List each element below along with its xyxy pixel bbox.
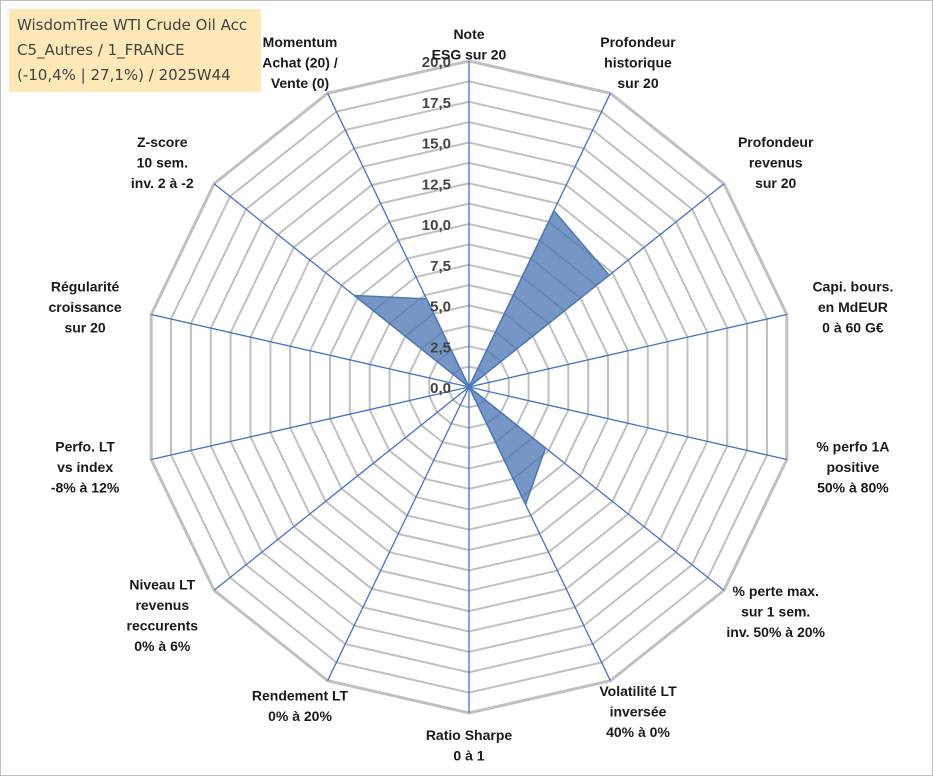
tick-labels: 0,0 2,5 5,0 7,5 10,0 12,5 15,0 17,5 20,0 bbox=[422, 54, 451, 397]
axis-label-line: Volatilité LT bbox=[599, 683, 677, 699]
axis-label-line: Profondeur bbox=[738, 134, 814, 150]
title-box: WisdomTree WTI Crude Oil Acc C5_Autres /… bbox=[9, 9, 261, 92]
axis-label-line: en MdEUR bbox=[818, 299, 888, 315]
axis-label-line: 0% à 20% bbox=[268, 708, 332, 724]
axis-label-line: revenus bbox=[749, 155, 803, 171]
chart-subtitle-category: C5_Autres / 1_FRANCE bbox=[17, 41, 185, 59]
axis-label: Momentum Achat (20) / Vente (0) bbox=[262, 34, 338, 91]
axis-label-line: inv. 50% à 20% bbox=[726, 624, 825, 640]
axis-label-line: sur 20 bbox=[64, 319, 105, 335]
series-area bbox=[353, 210, 610, 506]
tick-label: 0,0 bbox=[430, 380, 451, 397]
axis-label-line: historique bbox=[604, 55, 672, 71]
axis-label-line: Achat (20) / bbox=[262, 55, 338, 71]
axis-label-line: Vente (0) bbox=[271, 75, 329, 91]
axis-label-line: 0 à 1 bbox=[453, 748, 484, 764]
chart-title: WisdomTree WTI Crude Oil Acc bbox=[17, 16, 248, 34]
axis-label: % perte max. sur 1 sem. inv. 50% à 20% bbox=[726, 583, 825, 640]
axis-label: Profondeur historique sur 20 bbox=[600, 34, 676, 91]
axis-label-line: sur 20 bbox=[617, 75, 658, 91]
axis-label-line: % perfo 1A bbox=[816, 439, 889, 455]
axis-spoke bbox=[213, 386, 470, 591]
axis-label-line: 0 à 60 G€ bbox=[822, 319, 884, 335]
axis-label-line: Niveau LT bbox=[129, 576, 195, 592]
axis-label-line: Momentum bbox=[263, 34, 338, 50]
axis-label-line: ESG sur 20 bbox=[432, 46, 507, 62]
axis-label-line: Régularité bbox=[51, 278, 120, 294]
tick-label: 5,0 bbox=[430, 299, 451, 316]
tick-label: 17,5 bbox=[422, 95, 451, 112]
axis-label-line: 0% à 6% bbox=[134, 638, 191, 654]
axis-label: Ratio Sharpe 0 à 1 bbox=[426, 727, 513, 764]
tick-label: 20,0 bbox=[422, 54, 451, 71]
axis-spoke bbox=[468, 386, 787, 461]
axis-spoke bbox=[151, 313, 470, 388]
axis-label-line: croissance bbox=[49, 299, 122, 315]
axis-label-line: Rendement LT bbox=[252, 688, 349, 704]
tick-label: 10,0 bbox=[422, 217, 451, 234]
tick-label: 12,5 bbox=[422, 176, 451, 193]
axis-label-line: 40% à 0% bbox=[606, 724, 670, 740]
axis-label-line: -8% à 12% bbox=[51, 480, 120, 496]
axis-labels: Note ESG sur 20 Profondeur historique sur 20… bbox=[49, 26, 894, 764]
axis-label: % perfo 1A positive 50% à 80% bbox=[816, 439, 889, 496]
axis-label-line: inv. 2 à -2 bbox=[131, 175, 194, 191]
axis-label-line: reccurents bbox=[127, 617, 199, 633]
chart-subtitle-range-week: (-10,4% | 27,1%) / 2025W44 bbox=[17, 66, 231, 84]
axis-label: Z-score 10 sem. inv. 2 à -2 bbox=[131, 134, 194, 191]
axis-label-line: Capi. bours. bbox=[812, 278, 893, 294]
axis-label: Régularité croissance sur 20 bbox=[49, 278, 122, 335]
axis-label-line: Ratio Sharpe bbox=[426, 727, 513, 743]
axis-label-line: 10 sem. bbox=[137, 155, 188, 171]
axis-label: Perfo. LT vs index -8% à 12% bbox=[51, 439, 120, 496]
axis-label-line: Profondeur bbox=[600, 34, 676, 50]
axis-spoke bbox=[151, 386, 470, 461]
tick-label: 7,5 bbox=[430, 258, 451, 275]
series-layer bbox=[353, 210, 610, 506]
axis-label-line: 50% à 80% bbox=[817, 480, 889, 496]
axis-label: Profondeur revenus sur 20 bbox=[738, 134, 814, 191]
axis-label: Capi. bours. en MdEUR 0 à 60 G€ bbox=[812, 278, 893, 335]
axis-label: Volatilité LT inversée 40% à 0% bbox=[599, 683, 677, 740]
axis-label: Note ESG sur 20 bbox=[432, 26, 507, 63]
axis-spoke bbox=[468, 313, 787, 388]
axis-label-line: sur 1 sem. bbox=[741, 604, 810, 620]
axis-label-line: % perte max. bbox=[733, 583, 819, 599]
axis-label-line: Z-score bbox=[137, 134, 188, 150]
axis-label-line: inversée bbox=[610, 703, 667, 719]
axis-label-line: vs index bbox=[57, 459, 113, 475]
axis-label: Niveau LT revenus reccurents 0% à 6% bbox=[127, 576, 199, 654]
tick-label: 2,5 bbox=[430, 339, 451, 356]
axis-label-line: Note bbox=[453, 26, 484, 42]
axis-label-line: positive bbox=[826, 459, 879, 475]
tick-label: 15,0 bbox=[422, 136, 451, 153]
axis-label-line: revenus bbox=[135, 597, 189, 613]
axis-spoke bbox=[327, 386, 470, 681]
axis-label-line: Perfo. LT bbox=[55, 439, 115, 455]
axis-label-line: sur 20 bbox=[755, 175, 796, 191]
axis-label: Rendement LT 0% à 20% bbox=[252, 688, 349, 725]
